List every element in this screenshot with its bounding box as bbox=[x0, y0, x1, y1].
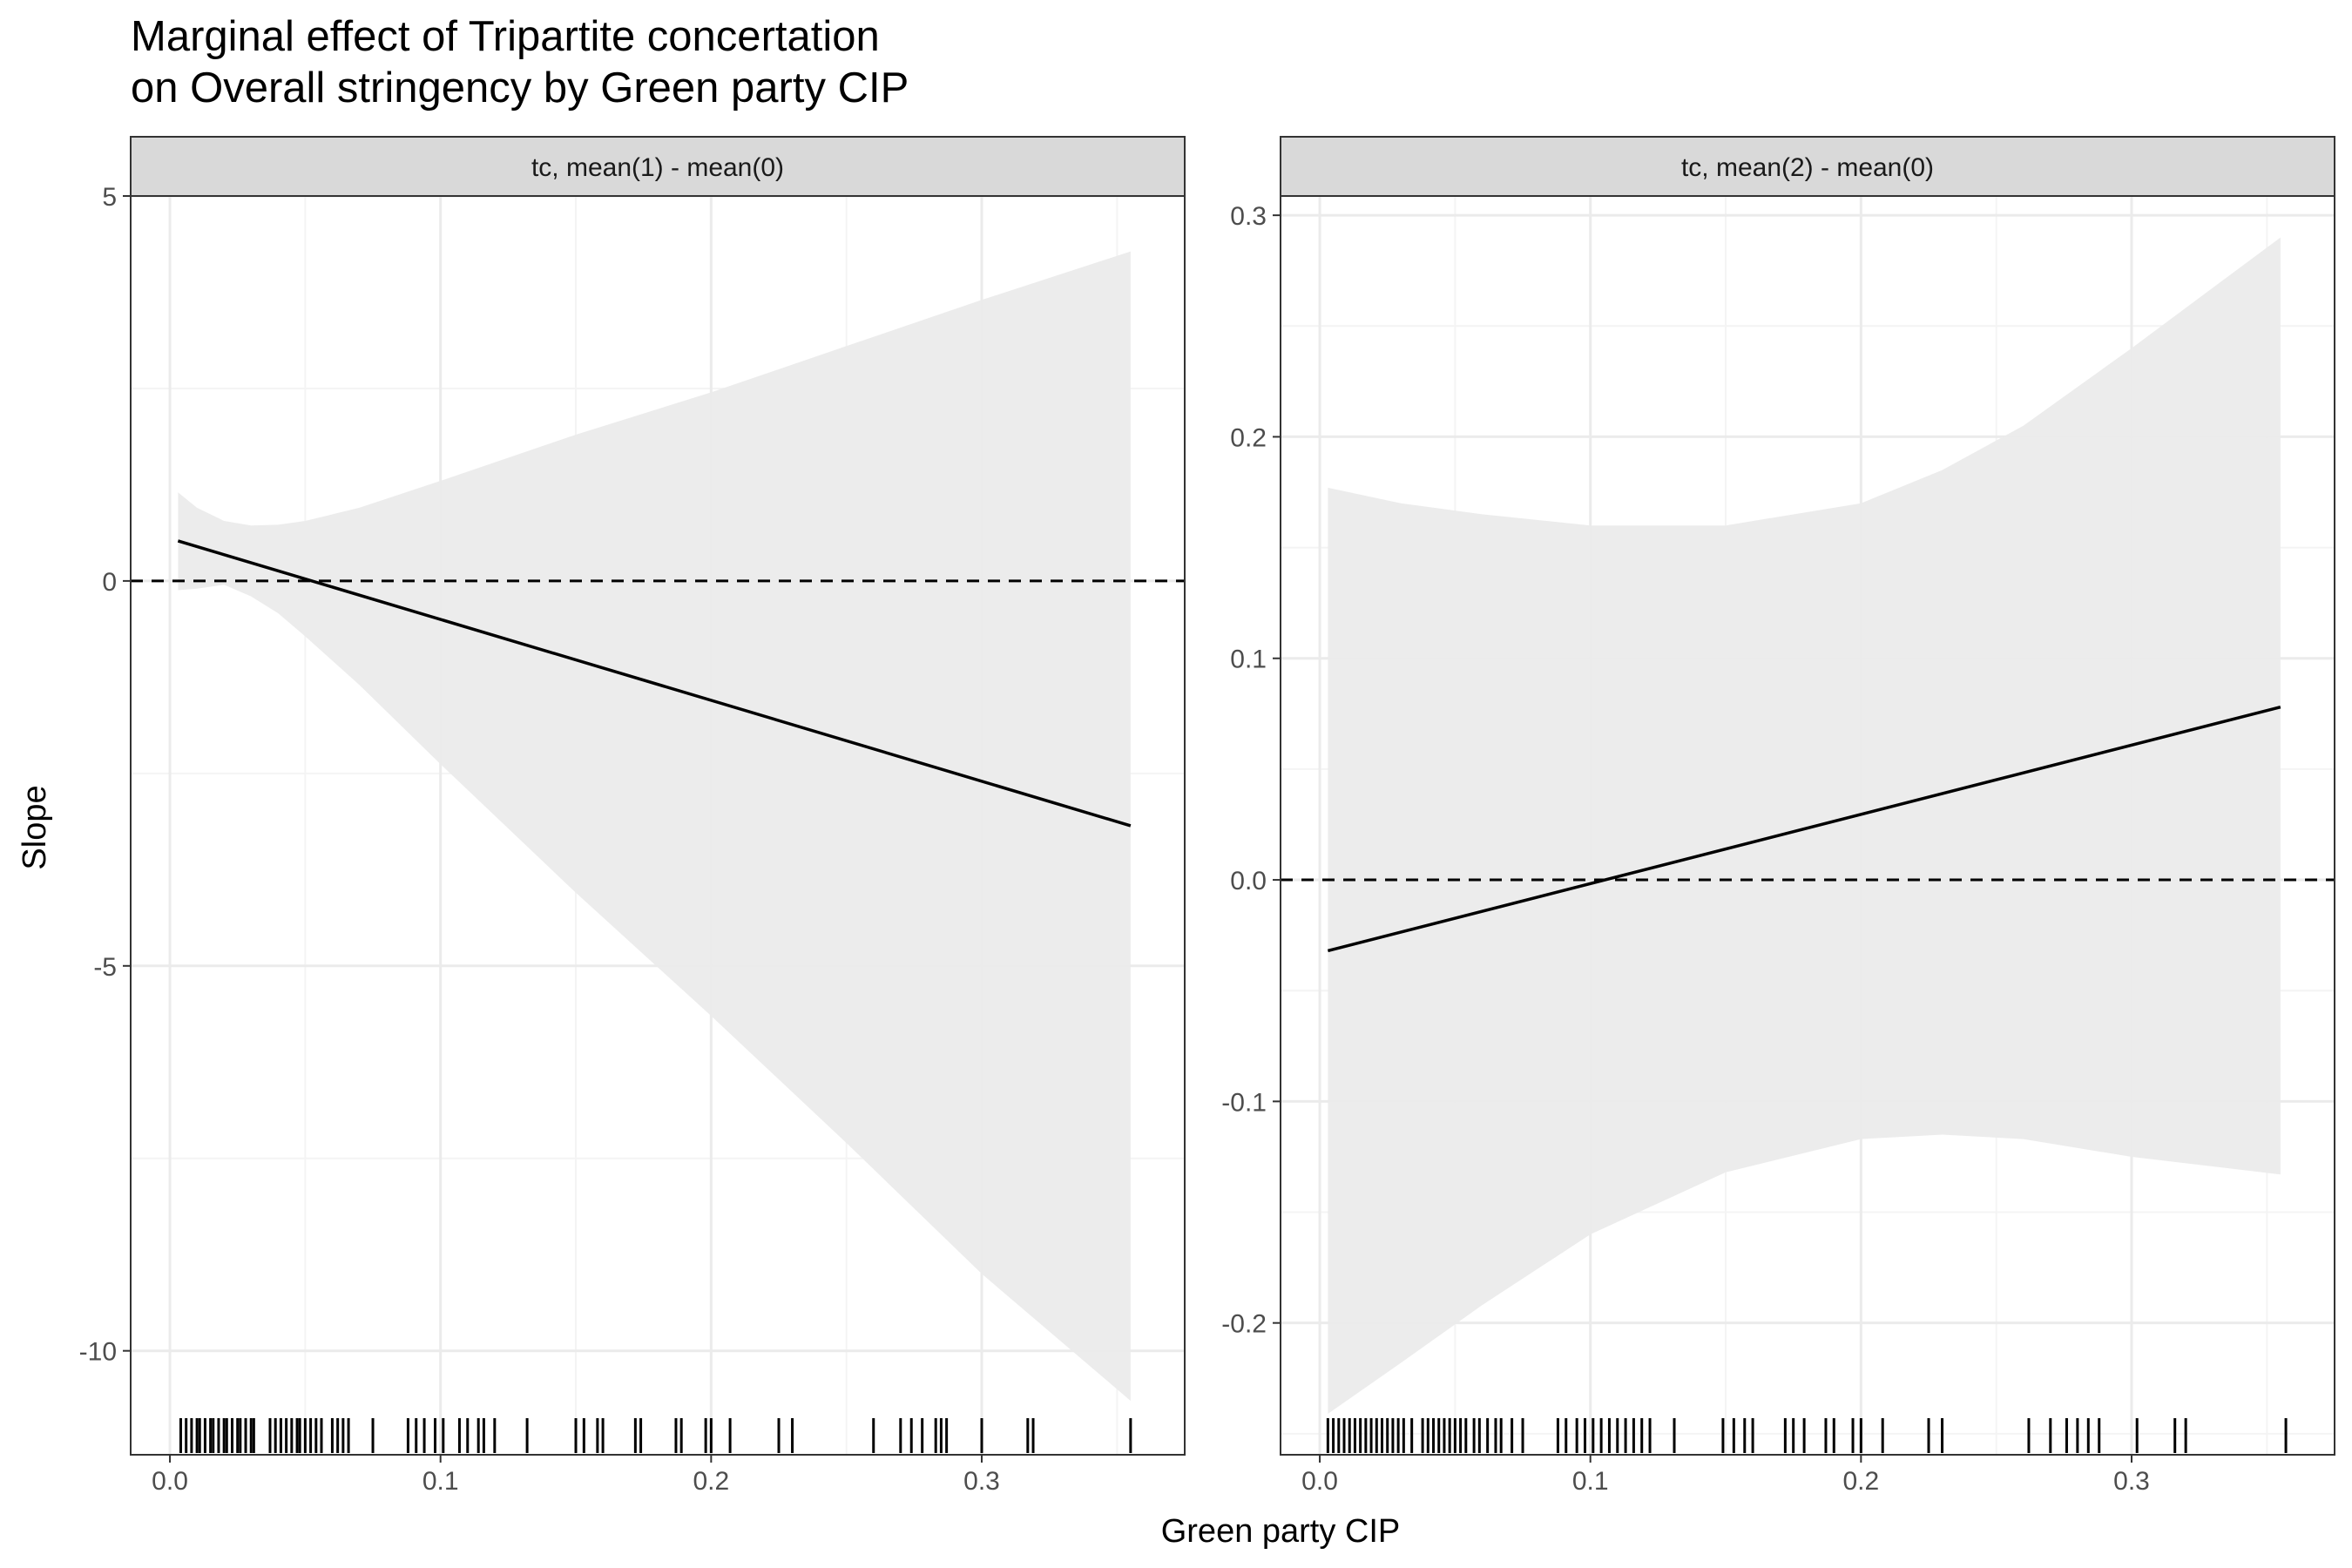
slope-line bbox=[1327, 706, 2281, 953]
facet-strip bbox=[130, 136, 1186, 197]
x-tick-label: 0.1 bbox=[422, 1467, 459, 1496]
x-tick-label: 0.3 bbox=[963, 1467, 1000, 1496]
x-tick-label: 0.2 bbox=[1842, 1467, 1879, 1496]
y-tick-label: -0.1 bbox=[1221, 1088, 1267, 1117]
facet-panel-right: tc, mean(2) - mean(0) 0.0 0.1 0.2 0.3 0.3 0.2 0… bbox=[1221, 136, 2335, 1496]
y-tick-label: -10 bbox=[79, 1338, 117, 1367]
y-tick-label: -0.2 bbox=[1221, 1310, 1267, 1339]
y-tick-label: 0.1 bbox=[1230, 645, 1267, 674]
y-tick-label: 0.3 bbox=[1230, 202, 1267, 231]
y-axis-title: Slope bbox=[17, 785, 53, 869]
confidence-ribbon bbox=[1328, 237, 2281, 1415]
x-axis-title: Green party CIP bbox=[1161, 1513, 1401, 1550]
x-tick-label: 0.2 bbox=[693, 1467, 729, 1496]
slope-line bbox=[177, 539, 1132, 828]
y-tick-label: -5 bbox=[93, 953, 117, 982]
y-tick-label: 0.0 bbox=[1230, 867, 1267, 896]
y-tick-label: 0.2 bbox=[1230, 423, 1267, 452]
y-tick-label: 0 bbox=[102, 568, 117, 597]
confidence-ribbon bbox=[178, 251, 1131, 1402]
x-tick-label: 0.0 bbox=[1301, 1467, 1338, 1496]
y-tick-label: 5 bbox=[102, 183, 117, 212]
facet-panel-left: tc, mean(1) - mean(0) 0.0 0.1 0.2 0.3 5 0 -5 -10 bbox=[79, 136, 1186, 1496]
x-tick-label: 0.3 bbox=[2113, 1467, 2150, 1496]
x-tick-label: 0.1 bbox=[1572, 1467, 1609, 1496]
facet-strip-label: tc, mean(2) - mean(0) bbox=[1681, 153, 1934, 182]
chart-title-line-2: on Overall stringency by Green party CIP bbox=[131, 64, 909, 112]
facet-strip bbox=[1280, 136, 2335, 197]
facet-strip-label: tc, mean(1) - mean(0) bbox=[531, 153, 784, 182]
x-tick-label: 0.0 bbox=[152, 1467, 188, 1496]
chart-title-line-1: Marginal effect of Tripartite concertati… bbox=[131, 13, 880, 60]
